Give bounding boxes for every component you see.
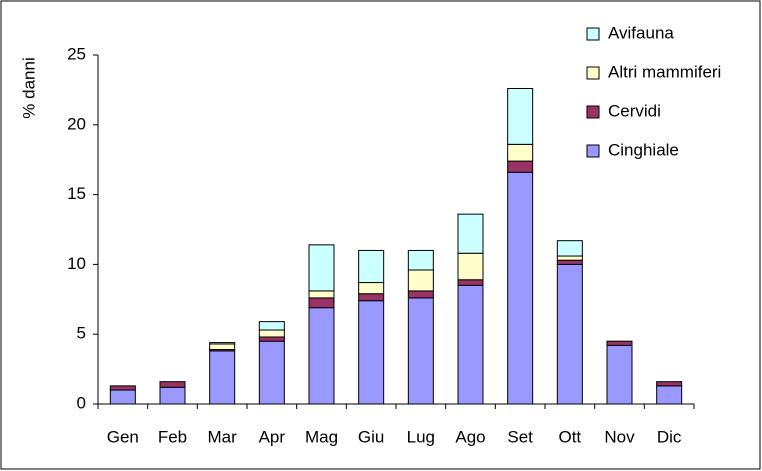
- y-tick-label: 5: [77, 324, 86, 343]
- bar-segment: [457, 279, 484, 286]
- x-tick-label: Apr: [259, 427, 286, 446]
- legend-swatch: [586, 144, 600, 158]
- bar-segment: [507, 171, 534, 405]
- bar-segment: [109, 385, 136, 391]
- bar-segment: [358, 249, 385, 284]
- bar-segment: [656, 385, 683, 405]
- bar-segment: [308, 307, 335, 405]
- bar-segment: [656, 381, 683, 387]
- legend-label: Altri mammiferi: [608, 62, 721, 81]
- x-tick-label: Set: [507, 427, 533, 446]
- bar-segment: [358, 293, 385, 302]
- bar-segment: [407, 290, 434, 299]
- bar-segment: [159, 381, 186, 388]
- bar-segment: [556, 255, 583, 261]
- bar-segment: [556, 259, 583, 265]
- legend-swatch: [586, 105, 600, 119]
- bar-segment: [358, 300, 385, 405]
- bar-segment: [209, 350, 236, 405]
- y-tick-label: 10: [67, 254, 86, 273]
- x-tick-label: Lug: [407, 427, 435, 446]
- bar-segment: [507, 143, 534, 162]
- bar-segment: [258, 336, 285, 342]
- legend-swatch: [586, 66, 600, 80]
- x-tick-label: Gen: [107, 427, 139, 446]
- bar-segment: [407, 297, 434, 405]
- bar-segment: [358, 282, 385, 295]
- x-tick-label: Mar: [208, 427, 238, 446]
- bar-segment: [457, 284, 484, 405]
- x-tick-label: Ago: [455, 427, 485, 446]
- legend-label: Avifauna: [608, 23, 674, 42]
- bar-segment: [457, 252, 484, 281]
- bar-segment: [556, 240, 583, 257]
- bar-segment: [258, 329, 285, 338]
- bar-segment: [258, 321, 285, 331]
- bar-segment: [507, 88, 534, 145]
- bar-segment: [308, 244, 335, 292]
- x-tick-label: Dic: [657, 427, 682, 446]
- bar-segment: [209, 342, 236, 345]
- bar-segment: [556, 263, 583, 405]
- x-tick-label: Nov: [604, 427, 635, 446]
- x-tick-label: Ott: [558, 427, 581, 446]
- bar-segment: [606, 340, 633, 346]
- bar-segment: [407, 249, 434, 271]
- y-tick-label: 0: [77, 393, 86, 412]
- bar-segment: [109, 389, 136, 405]
- y-tick-label: 15: [67, 184, 86, 203]
- y-tick-label: 25: [67, 44, 86, 63]
- bar-segment: [159, 386, 186, 405]
- legend-label: Cervidi: [608, 101, 661, 120]
- bar-segment: [209, 343, 236, 351]
- y-axis-label: % danni: [19, 57, 38, 118]
- bar-segment: [308, 297, 335, 309]
- bar-segment: [258, 340, 285, 405]
- x-tick-label: Feb: [158, 427, 187, 446]
- y-tick-label: 20: [67, 114, 86, 133]
- x-tick-label: Mag: [305, 427, 338, 446]
- legend-label: Cinghiale: [608, 140, 679, 159]
- legend-swatch: [586, 27, 600, 41]
- bar-segment: [308, 290, 335, 299]
- bar-segment: [407, 269, 434, 292]
- bar-segment: [507, 160, 534, 173]
- bar-segment: [606, 344, 633, 405]
- x-tick-label: Giu: [358, 427, 384, 446]
- bar-segment: [457, 213, 484, 254]
